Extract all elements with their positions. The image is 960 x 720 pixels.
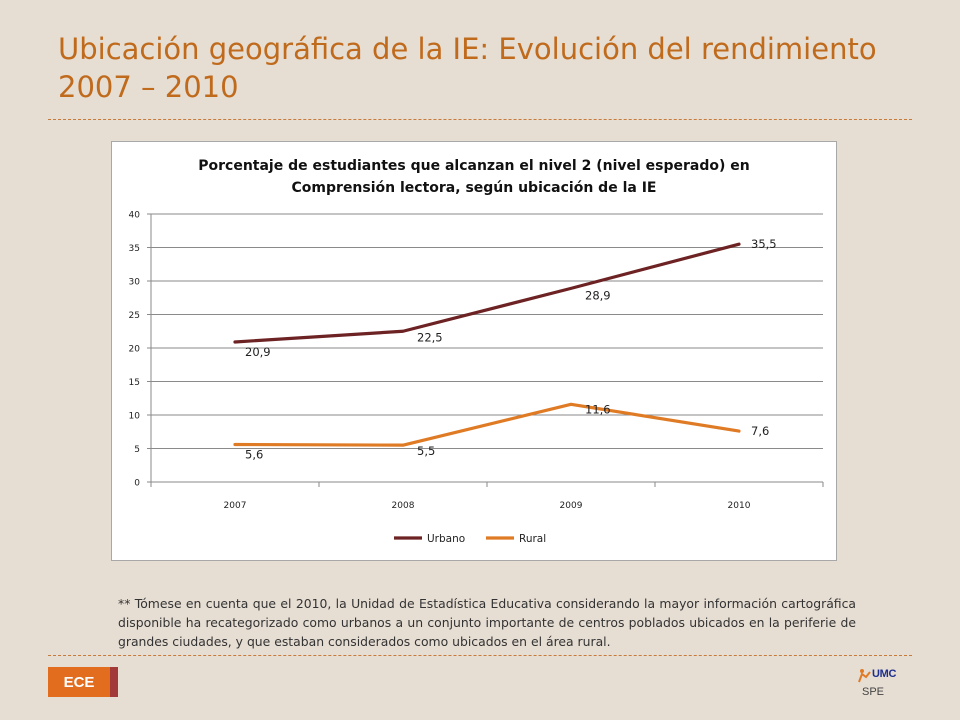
chart-container: Porcentaje de estudiantes que alcanzan e… [111,141,837,561]
y-tick-label: 10 [129,412,141,422]
umc-logo-text: UMC [872,668,897,680]
x-tick-label: 2008 [392,501,415,511]
series-line-urbano [233,242,741,344]
umc-logo-icon [858,669,871,683]
series-line-rural [233,402,741,447]
data-label-rural: 7,6 [751,424,769,438]
y-tick-label: 40 [129,211,141,221]
y-tick-label: 35 [129,244,140,254]
legend-label-rural: Rural [519,533,546,545]
y-tick-label: 20 [129,345,141,355]
title-divider [48,119,912,120]
data-label-rural: 5,5 [417,444,435,458]
chart-title-line2: Comprensión lectora, según ubicación de … [292,180,657,196]
data-label-urbano: 22,5 [417,330,443,344]
umc-logo: UMC SPE [852,664,900,704]
data-label-urbano: 20,9 [245,345,271,359]
data-label-urbano: 28,9 [585,288,611,302]
data-label-rural: 5,6 [245,447,263,461]
line-chart: Porcentaje de estudiantes que alcanzan e… [129,158,824,545]
x-tick-label: 2007 [224,501,247,511]
slide-title: Ubicación geográfica de la IE: Evolución… [58,32,877,104]
y-tick-label: 5 [134,445,140,455]
footer-divider [48,655,912,656]
y-tick-label: 0 [134,479,140,489]
data-label-rural: 11,6 [585,402,611,416]
data-label-urbano: 35,5 [751,237,777,251]
footnote: ** Tómese en cuenta que el 2010, la Unid… [118,596,856,649]
x-tick-label: 2009 [560,501,583,511]
ece-badge: ECE [48,667,110,697]
ece-badge-stripe [110,667,118,697]
spe-logo-text: SPE [862,686,885,698]
y-tick-label: 25 [129,311,140,321]
chart-title-line1: Porcentaje de estudiantes que alcanzan e… [198,158,749,174]
x-tick-label: 2010 [728,501,751,511]
y-tick-label: 30 [129,278,141,288]
y-tick-label: 15 [129,378,140,388]
legend-label-urbano: Urbano [427,533,465,545]
